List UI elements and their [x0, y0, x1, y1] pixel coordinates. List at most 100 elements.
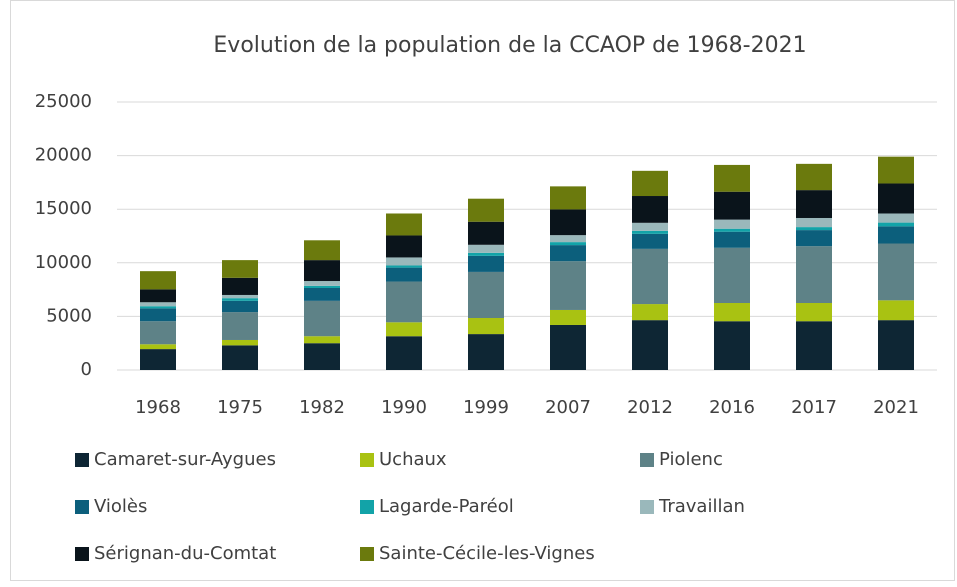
bar-segment: [714, 164, 750, 192]
bar-segment: [550, 235, 586, 243]
bar-segment: [386, 213, 422, 236]
x-tick-label: 1999: [463, 397, 509, 418]
bar-segment: [140, 302, 176, 307]
legend-label: Violès: [94, 496, 147, 517]
y-tick-label: 0: [81, 359, 92, 380]
bar-segment: [796, 163, 832, 191]
bar-segment: [468, 244, 504, 253]
x-tick-label: 1990: [381, 397, 427, 418]
bar-segment: [796, 321, 832, 370]
bar-segment: [714, 219, 750, 229]
bar-segment: [140, 289, 176, 303]
legend-label: Uchaux: [379, 449, 447, 470]
legend-swatch: [360, 453, 374, 467]
x-tick-label: 2017: [791, 397, 837, 418]
x-tick-label: 1968: [135, 397, 181, 418]
bar-segment: [140, 349, 176, 370]
legend-swatch: [75, 547, 89, 561]
bar-segment: [386, 322, 422, 337]
bar-segment: [550, 245, 586, 262]
bar-segment: [222, 345, 258, 370]
bar-segment: [222, 300, 258, 313]
bar-segment: [796, 227, 832, 231]
bar-segment: [878, 222, 914, 227]
bar-segment: [222, 260, 258, 278]
legend-label: Lagarde-Paréol: [379, 496, 514, 517]
bar-segment: [632, 304, 668, 321]
bar-segment: [632, 320, 668, 370]
bar-segment: [714, 321, 750, 370]
bar-segment: [878, 183, 914, 214]
y-tick-label: 15000: [35, 198, 92, 219]
bar-segment: [468, 334, 504, 370]
bar-segment: [878, 320, 914, 370]
bar-segment: [632, 196, 668, 223]
bar-segment: [304, 336, 340, 344]
chart-title: Evolution de la population de la CCAOP d…: [213, 33, 806, 58]
bar-segment: [468, 271, 504, 319]
bar-segment: [222, 312, 258, 340]
bar-segment: [796, 303, 832, 322]
bar-segment: [304, 287, 340, 301]
bar-segment: [550, 324, 586, 370]
legend-label: Sérignan-du-Comtat: [94, 543, 276, 564]
bar-segment: [468, 221, 504, 245]
bar-segment: [140, 308, 176, 322]
bar-segment: [796, 217, 832, 228]
bar-segment: [222, 339, 258, 346]
bar-segment: [878, 300, 914, 321]
bar-segment: [304, 285, 340, 288]
x-tick-label: 2012: [627, 397, 673, 418]
bar-segment: [304, 300, 340, 337]
bar-segment: [796, 190, 832, 218]
bar-segment: [550, 209, 586, 236]
bar-segment: [140, 321, 176, 345]
bar-segment: [304, 260, 340, 282]
bar-segment: [714, 303, 750, 322]
bar-segment: [550, 186, 586, 210]
bar-segment: [878, 226, 914, 244]
legend-label: Travaillan: [658, 496, 745, 517]
x-tick-label: 2007: [545, 397, 591, 418]
bar-segment: [304, 281, 340, 286]
bar-segment: [632, 170, 668, 197]
legend-swatch: [75, 453, 89, 467]
bar-segment: [796, 230, 832, 247]
bar-segment: [386, 267, 422, 282]
y-tick-label: 5000: [46, 305, 92, 326]
x-tick-label: 1975: [217, 397, 263, 418]
legend-swatch: [360, 547, 374, 561]
bar-segment: [714, 247, 750, 303]
bar-segment: [878, 156, 914, 184]
bar-segment: [632, 233, 668, 249]
bar-segment: [632, 222, 668, 231]
bar-segment: [714, 191, 750, 220]
bar-segment: [304, 240, 340, 261]
y-tick-label: 20000: [35, 145, 92, 166]
legend-label: Sainte-Cécile-les-Vignes: [379, 543, 595, 564]
bar-segment: [878, 213, 914, 223]
bar-segment: [222, 277, 258, 295]
x-tick-label: 2021: [873, 397, 919, 418]
legend-swatch: [640, 453, 654, 467]
legend-swatch: [75, 500, 89, 514]
bar-segment: [222, 294, 258, 299]
bar-segment: [386, 281, 422, 323]
legend-label: Camaret-sur-Aygues: [94, 449, 276, 470]
bar-segment: [386, 265, 422, 268]
bar-segment: [140, 271, 176, 290]
bar-segment: [222, 298, 258, 301]
bar-segment: [550, 261, 586, 310]
y-tick-label: 10000: [35, 252, 92, 273]
bar-segment: [550, 309, 586, 325]
bar-segment: [386, 235, 422, 258]
bar-segment: [468, 198, 504, 222]
bar-segment: [632, 248, 668, 305]
bar-segment: [468, 255, 504, 272]
bar-segment: [550, 242, 586, 246]
bar-segment: [304, 343, 340, 370]
bar-segment: [386, 336, 422, 370]
x-tick-label: 2016: [709, 397, 755, 418]
bar-segment: [386, 257, 422, 266]
bar-segment: [714, 231, 750, 248]
